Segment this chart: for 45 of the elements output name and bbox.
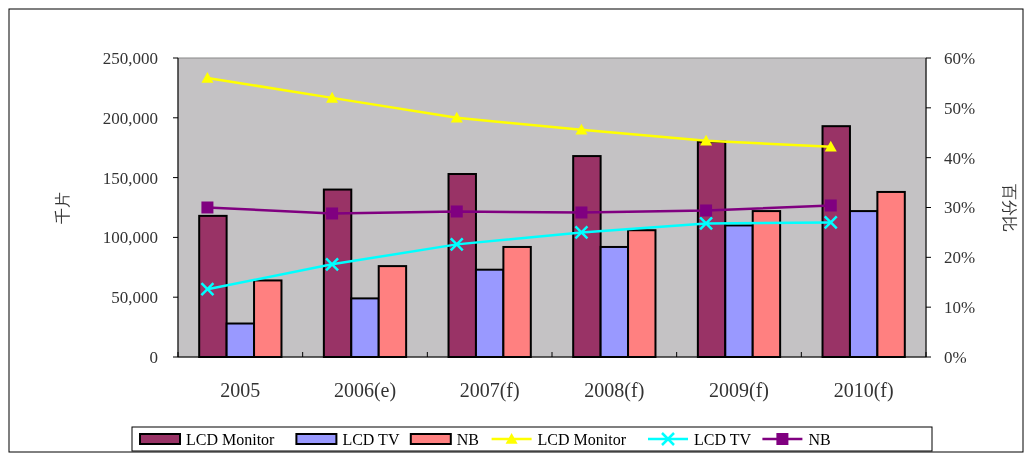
point <box>700 204 713 217</box>
point <box>324 257 340 272</box>
y2-tick-label: 30% <box>944 198 976 218</box>
point <box>574 225 589 240</box>
point <box>575 123 588 135</box>
point <box>201 71 214 83</box>
x-tick-label: 2007(f) <box>459 379 520 402</box>
point <box>698 216 714 231</box>
legend-label: LCD TV <box>342 430 400 448</box>
y2-tick-label: 0% <box>944 347 967 367</box>
point <box>450 205 463 218</box>
legend-label: LCD Monitor <box>186 430 276 448</box>
point <box>824 140 837 152</box>
point <box>700 134 713 146</box>
y2-tick-label: 50% <box>944 98 976 118</box>
point <box>326 207 339 220</box>
legend-label: NB <box>808 430 831 448</box>
point <box>449 237 464 252</box>
y-tick-label: 100,000 <box>102 228 158 248</box>
x-tick-label: 2010(f) <box>833 379 894 402</box>
point <box>450 111 463 123</box>
legend-label: NB <box>456 430 480 448</box>
x-tick-label: 2009(f) <box>709 379 769 402</box>
y-tick-label: 250,000 <box>102 48 158 68</box>
x-tick-label: 2005 <box>220 379 261 401</box>
legend-label: LCD TV <box>694 430 752 448</box>
y-axis-title: 千片 <box>54 191 71 224</box>
point <box>575 206 588 219</box>
point <box>823 215 838 230</box>
y2-axis-title: 百分比 <box>1001 183 1018 232</box>
point <box>326 91 339 103</box>
point <box>200 281 215 297</box>
x-tick-label: 2006(e) <box>333 379 397 402</box>
y-tick-label: 150,000 <box>102 168 158 188</box>
y-tick-label: 0 <box>149 347 158 367</box>
x-tick-label: 2008(f) <box>584 379 645 402</box>
point <box>824 199 837 212</box>
y-tick-label: 200,000 <box>102 108 158 128</box>
y-tick-label: 50,000 <box>111 288 158 308</box>
y2-tick-label: 60% <box>944 48 976 68</box>
legend-label: LCD Monitor <box>537 430 627 448</box>
y2-tick-label: 20% <box>944 248 976 268</box>
point <box>201 201 214 214</box>
y2-tick-label: 10% <box>944 298 976 318</box>
y2-tick-label: 40% <box>944 148 976 168</box>
